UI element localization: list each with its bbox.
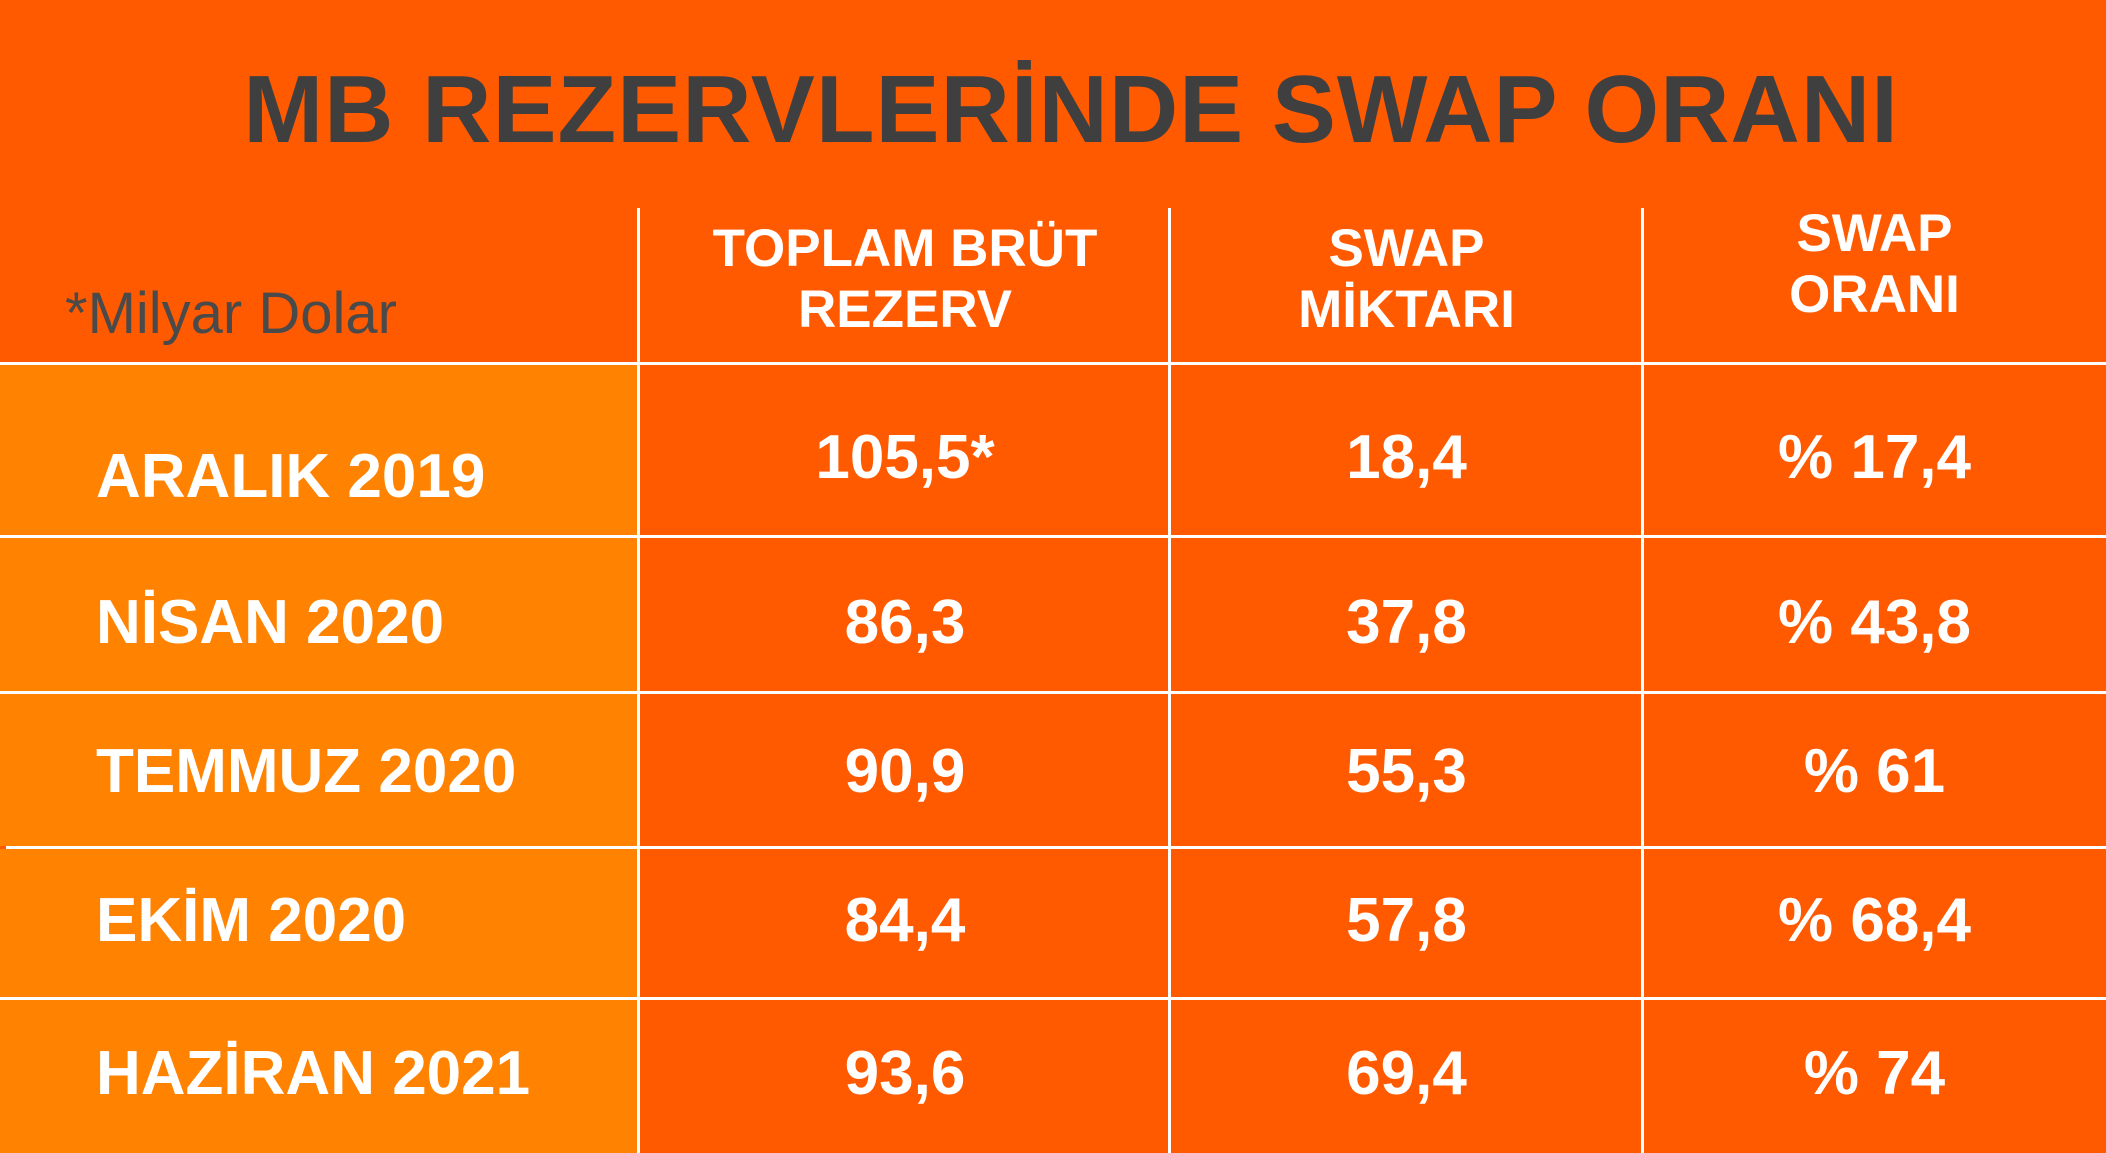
column-header-line: MİKTARI xyxy=(1298,280,1515,339)
table-cell: 105,5* xyxy=(815,423,995,492)
grid-line xyxy=(0,691,2106,694)
grid-line xyxy=(0,997,2106,1000)
table-cell: 18,4 xyxy=(1346,423,1467,492)
column-header-line: SWAP xyxy=(1328,219,1485,278)
table-cell: % 43,8 xyxy=(1777,588,1972,657)
row-label: TEMMUZ 2020 xyxy=(96,737,517,806)
table-cell: 93,6 xyxy=(844,1039,966,1108)
row-label-band xyxy=(0,1000,637,1153)
table-cell: 57,8 xyxy=(1346,886,1467,955)
column-header-line: ORANI xyxy=(1789,265,1960,324)
table-cell: 55,3 xyxy=(1346,737,1467,806)
grid-line xyxy=(1168,208,1171,1153)
column-header-line: SWAP xyxy=(1796,204,1953,263)
table-cell: 69,4 xyxy=(1346,1039,1467,1108)
table-cell: % 68,4 xyxy=(1777,886,1972,955)
row-label: NİSAN 2020 xyxy=(96,588,445,657)
column-header-total-reserve: TOPLAM BRÜT REZERV xyxy=(640,218,1170,340)
grid-line xyxy=(6,846,2106,849)
grid-line xyxy=(637,208,640,1153)
column-header-swap-amount: SWAP MİKTARI xyxy=(1170,218,1643,340)
table-cell: % 17,4 xyxy=(1777,423,1972,492)
table-cell: % 61 xyxy=(1803,737,1946,806)
column-header-line: REZERV xyxy=(797,280,1013,339)
grid-line xyxy=(0,362,2106,365)
table-title: MB REZERVLERİNDE SWAP ORANI xyxy=(243,56,1899,163)
table-cell: 37,8 xyxy=(1346,588,1467,657)
table-cell: 84,4 xyxy=(844,886,966,955)
table-cell: 86,3 xyxy=(844,588,966,657)
column-header-line: TOPLAM BRÜT xyxy=(712,219,1098,278)
row-label: HAZİRAN 2021 xyxy=(96,1039,531,1108)
row-label: EKİM 2020 xyxy=(96,886,407,955)
unit-note: *Milyar Dolar xyxy=(65,281,397,346)
table-cell: 90,9 xyxy=(844,737,966,806)
row-label: ARALIK 2019 xyxy=(96,442,486,511)
grid-line xyxy=(0,535,2106,538)
column-header-swap-ratio: SWAP ORANI xyxy=(1643,203,2106,325)
row-label-band xyxy=(0,538,637,691)
grid-line xyxy=(1641,208,1644,1153)
row-label-band xyxy=(0,694,637,846)
row-label-band xyxy=(0,365,637,535)
row-label-band xyxy=(0,849,637,997)
table-cell: % 74 xyxy=(1803,1039,1946,1108)
